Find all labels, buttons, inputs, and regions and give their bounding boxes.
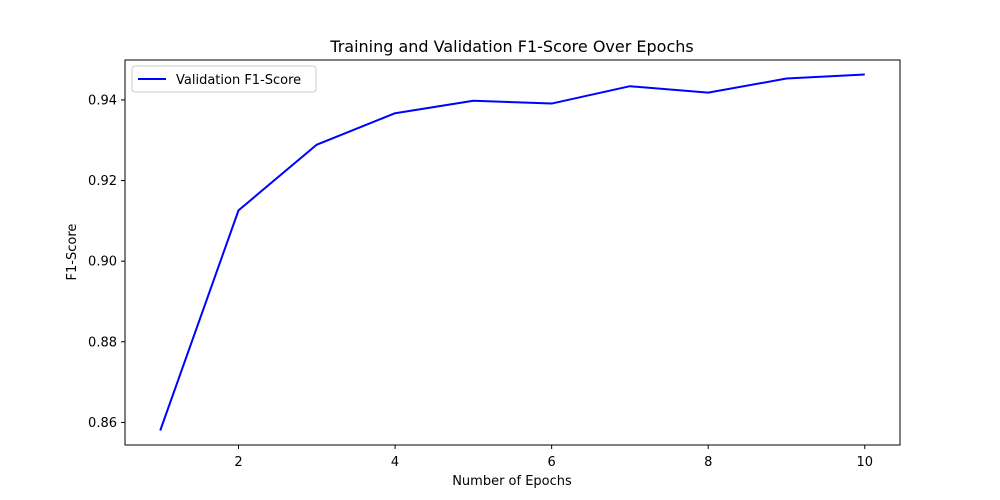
plot-area [124,59,901,446]
legend-box [131,65,317,93]
x-tick-label: 8 [704,455,712,470]
series-group [159,73,865,431]
legend-entry-validation-f1-score: Validation F1-Score [176,73,301,88]
series-line-validation-f1-score [159,73,865,431]
legend: Validation F1-Score [131,65,317,93]
y-axis-label: F1-Score [65,224,80,281]
y-tick-label: 0.88 [88,335,117,350]
y-tick-label: 0.94 [88,93,117,108]
x-tick-label: 4 [391,455,399,470]
y-tick-label: 0.86 [88,416,117,431]
y-tick-label: 0.92 [88,174,117,189]
y-tick-label: 0.90 [88,255,117,270]
y-axis-ticks: 0.86 0.88 0.90 0.92 0.94 [88,93,125,431]
x-tick-label: 10 [856,455,873,470]
x-axis-label: Number of Epochs [452,474,572,489]
x-axis-ticks: 2 4 6 8 10 [234,445,873,470]
x-tick-label: 6 [548,455,556,470]
x-tick-label: 2 [234,455,242,470]
chart-title: Training and Validation F1-Score Over Ep… [329,37,693,56]
